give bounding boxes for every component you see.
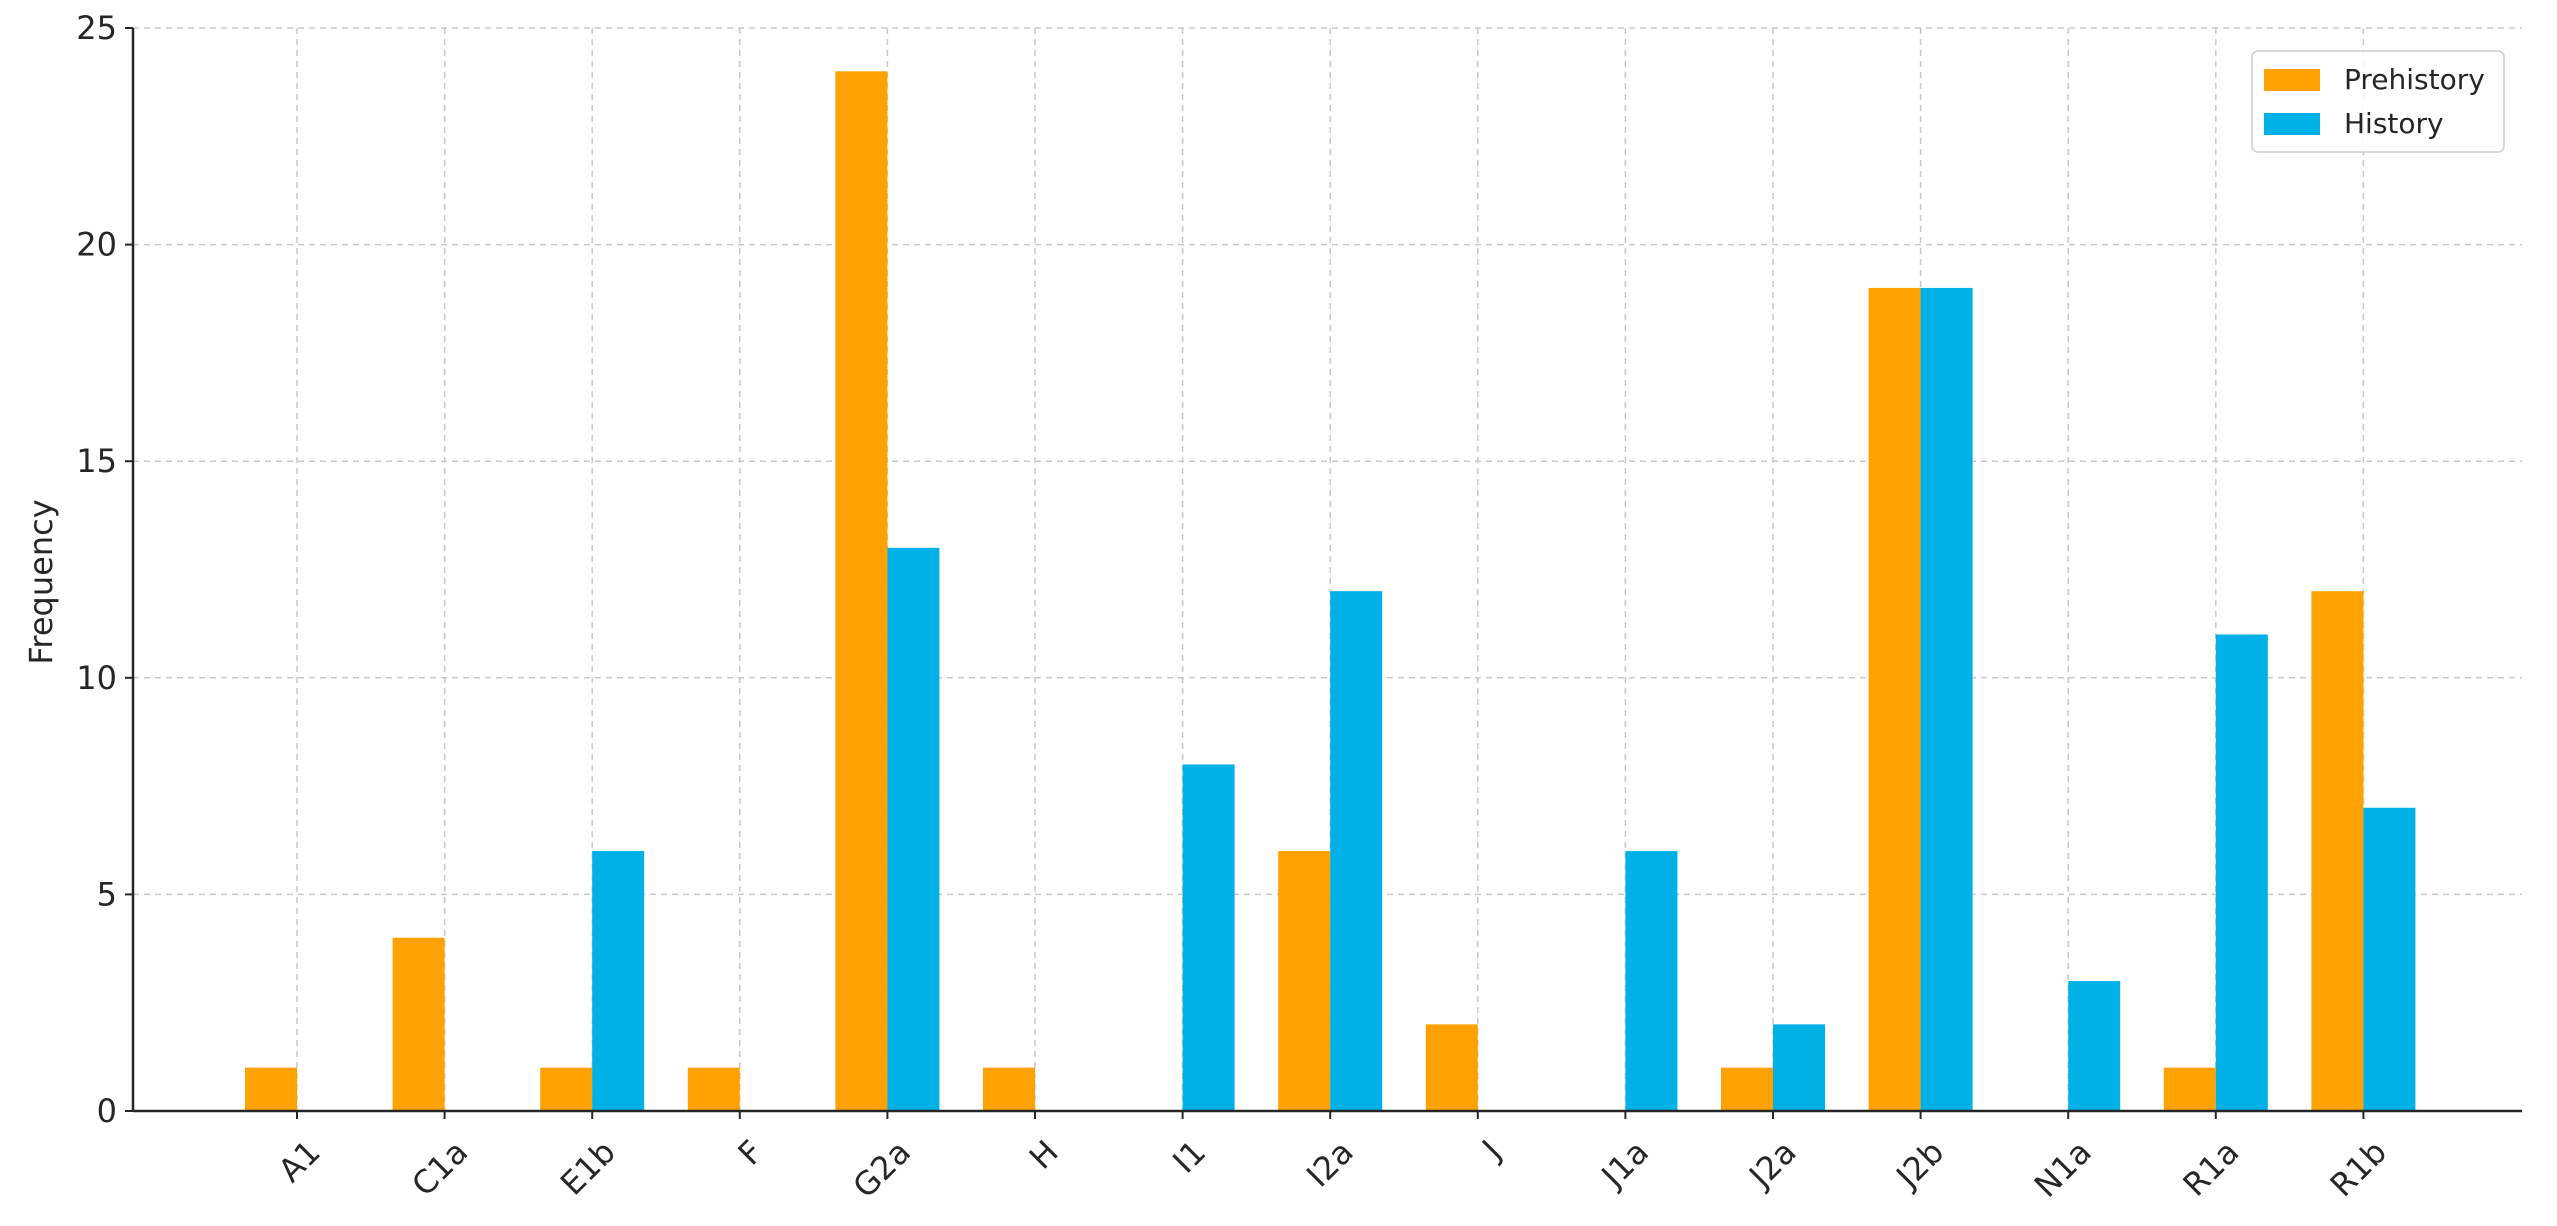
bar-prehistory-r1a [2163, 1067, 2216, 1111]
y-tick-label: 25 [76, 9, 117, 47]
bar-prehistory-r1b [2311, 591, 2364, 1111]
y-axis-label: Frequency [22, 499, 60, 664]
bar-prehistory-j2a [1721, 1067, 1773, 1111]
bar-history-j1a [1625, 851, 1678, 1111]
bar-prehistory-e1b [540, 1067, 593, 1111]
x-tick-label: J1a [1593, 1133, 1656, 1196]
bars-layer [245, 71, 2416, 1112]
bar-history-i2a [1330, 591, 1383, 1111]
bar-history-g2a [887, 547, 940, 1111]
legend: Prehistory History [2251, 50, 2505, 153]
bar-prehistory-c1a [392, 937, 445, 1111]
legend-label-prehistory: Prehistory [2344, 63, 2485, 96]
y-tick-label: 15 [76, 442, 117, 480]
x-tick-label: J2a [1740, 1133, 1803, 1196]
bar-prehistory-g2a [835, 71, 888, 1112]
y-tick-label: 0 [97, 1092, 117, 1130]
legend-swatch-history [2264, 113, 2320, 135]
x-tick-label: I2a [1299, 1133, 1361, 1195]
x-tick-label: J [1473, 1133, 1508, 1168]
legend-label-history: History [2344, 107, 2444, 140]
bar-prehistory-f [687, 1067, 740, 1111]
bar-history-n1a [2068, 981, 2121, 1111]
bar-history-e1b [592, 851, 645, 1111]
legend-swatch-prehistory [2264, 69, 2320, 91]
y-tick-label: 10 [76, 659, 117, 697]
x-tick-label: R1b [2323, 1133, 2394, 1204]
x-tick-label: G2a [845, 1133, 918, 1206]
bar-history-j2a [1773, 1024, 1825, 1111]
axes-layer [131, 28, 2522, 1113]
bar-history-r1a [2215, 634, 2268, 1111]
bar-prehistory-i2a [1278, 851, 1331, 1111]
bar-prehistory-h [983, 1067, 1035, 1111]
x-tick-label: A1 [271, 1133, 328, 1190]
x-tick-label: H [1022, 1133, 1066, 1177]
bar-prehistory-j2b [1868, 287, 1921, 1111]
y-tick-label: 5 [97, 875, 117, 913]
x-tick-label: J2b [1888, 1133, 1952, 1197]
bar-history-r1b [2363, 807, 2416, 1111]
bar-history-j2b [1920, 287, 1973, 1111]
bar-prehistory-a1 [245, 1067, 297, 1111]
x-tick-label: I1 [1165, 1133, 1213, 1181]
x-tick-label: R1a [2176, 1133, 2247, 1204]
x-tick-label: C1a [404, 1133, 475, 1204]
bar-prehistory-j [1425, 1024, 1478, 1111]
bar-history-i1 [1182, 764, 1235, 1111]
x-tick-label: E1b [553, 1133, 623, 1203]
x-tick-label: N1a [2027, 1133, 2099, 1205]
x-tick-label: F [731, 1133, 771, 1173]
y-tick-label: 20 [76, 226, 117, 264]
